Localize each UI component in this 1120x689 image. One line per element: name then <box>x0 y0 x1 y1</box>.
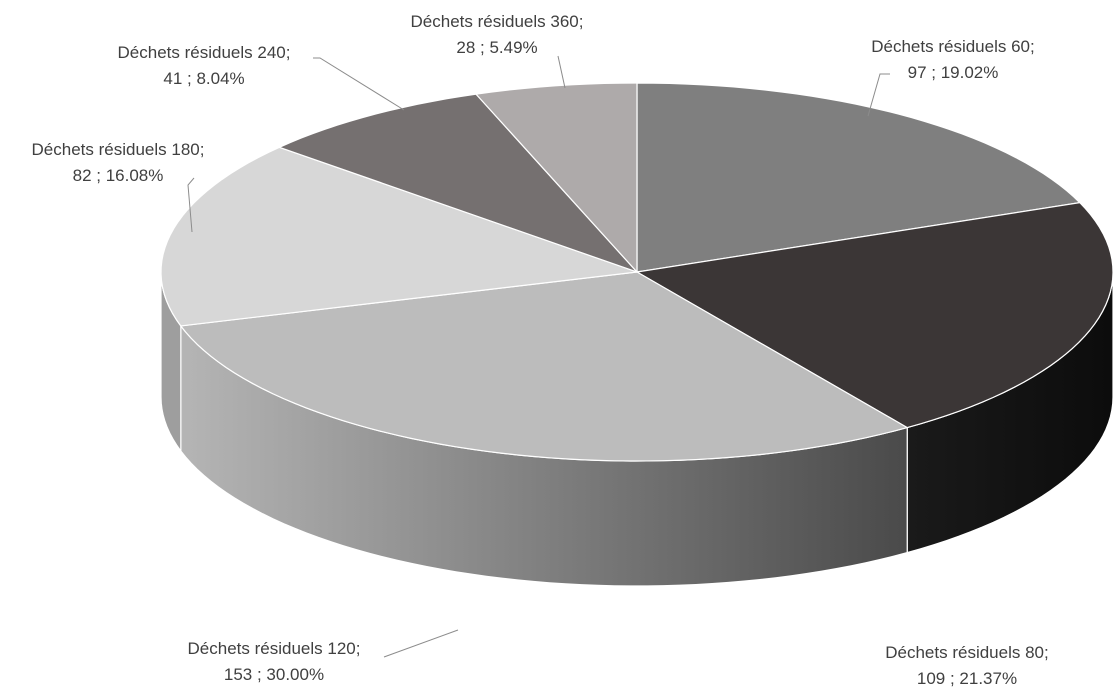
pie-slice-dechets-residuels-360 <box>475 82 638 273</box>
pie-slice-dechets-residuels-180 <box>160 146 638 327</box>
data-label-name-dechets-residuels-180: Déchets résiduels 180; <box>32 140 205 159</box>
pie-slice-dechets-residuels-120 <box>180 271 908 462</box>
leader-line-dechets-residuels-60 <box>867 73 890 117</box>
data-label-name-dechets-residuels-240: Déchets résiduels 240; <box>118 43 291 62</box>
pie-slices <box>160 82 1114 462</box>
data-label-value-dechets-residuels-240: 41 ; 8.04% <box>163 69 244 88</box>
leader-line-dechets-residuels-180 <box>187 177 195 233</box>
data-labels: Déchets résiduels 60; 97 ; 19.02% Déchets … <box>32 12 1049 688</box>
data-label-name-dechets-residuels-60: Déchets résiduels 60; <box>871 37 1034 56</box>
data-label-value-dechets-residuels-120: 153 ; 30.00% <box>224 665 324 684</box>
data-label-name-dechets-residuels-80: Déchets résiduels 80; <box>885 643 1048 662</box>
pie-slice-dechets-residuels-60 <box>636 82 1081 273</box>
pie-sides <box>160 271 1114 587</box>
data-label-value-dechets-residuels-60: 97 ; 19.02% <box>908 63 999 82</box>
data-label-value-dechets-residuels-360: 28 ; 5.49% <box>456 38 537 57</box>
pie-slice-dechets-residuels-240 <box>278 93 638 273</box>
data-label-value-dechets-residuels-180: 82 ; 16.08% <box>73 166 164 185</box>
leader-line-dechets-residuels-360 <box>557 55 566 89</box>
label-leader-lines <box>187 55 890 658</box>
pie-slice-dechets-residuels-80 <box>636 202 1114 429</box>
data-label-value-dechets-residuels-80: 109 ; 21.37% <box>917 669 1017 688</box>
leader-line-dechets-residuels-240 <box>313 57 405 111</box>
leader-line-dechets-residuels-120 <box>383 629 459 658</box>
data-label-name-dechets-residuels-360: Déchets résiduels 360; <box>411 12 584 31</box>
data-label-name-dechets-residuels-120: Déchets résiduels 120; <box>188 639 361 658</box>
